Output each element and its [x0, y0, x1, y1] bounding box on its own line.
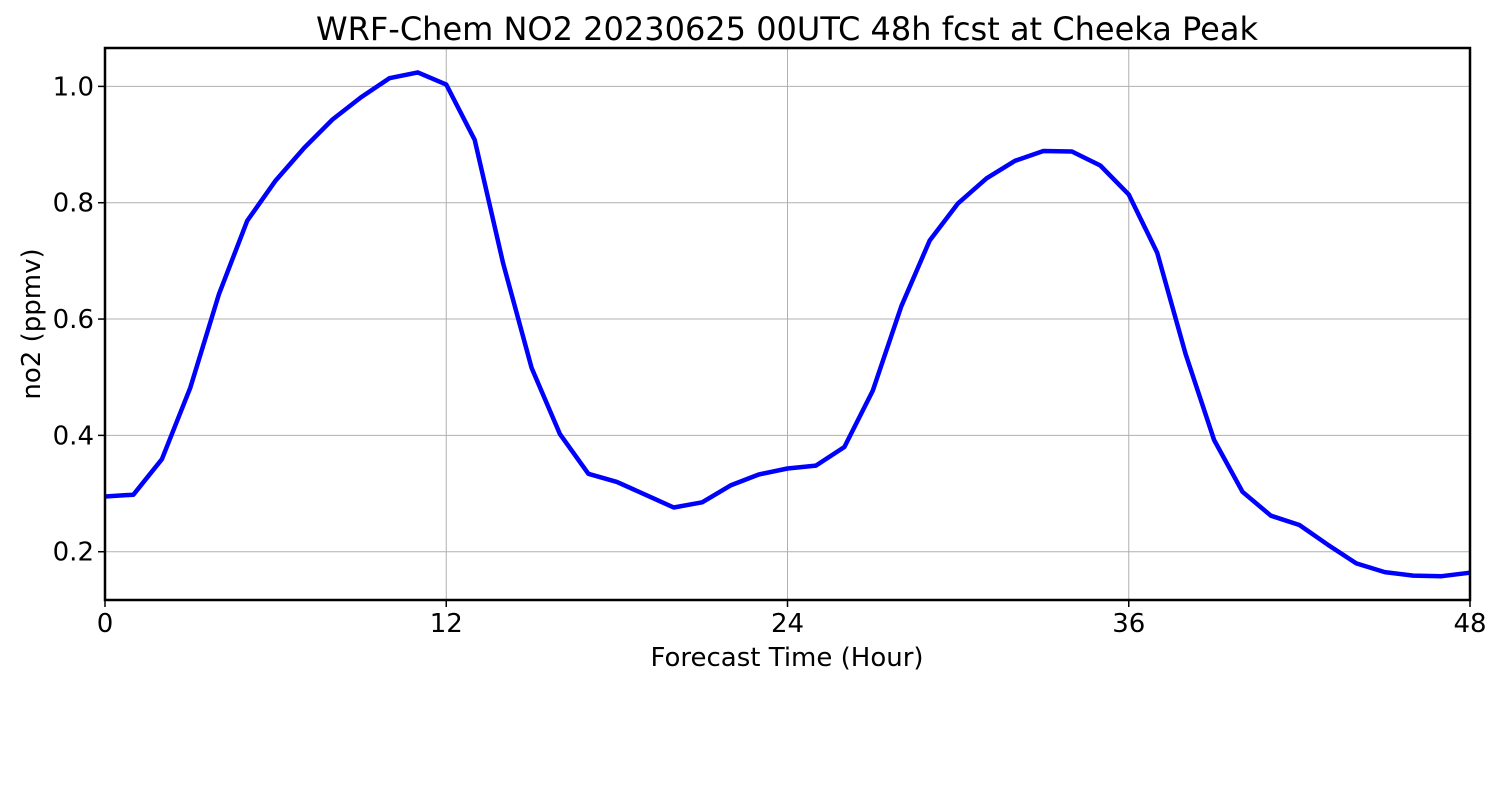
y-tick-label: 0.8: [53, 189, 94, 219]
y-axis-ticks: 0.2 0.4 0.6 0.8 1.0: [53, 72, 105, 568]
x-tick-label: 24: [771, 609, 804, 639]
x-axis-label: Forecast Time (Hour): [650, 643, 923, 673]
y-axis-label: no2 (ppmv): [17, 248, 47, 399]
y-tick-label: 0.2: [53, 538, 94, 568]
no2-series-line: [104, 70, 1471, 579]
x-tick-label: 36: [1112, 609, 1145, 639]
y-tick-label: 1.0: [53, 72, 94, 102]
x-axis-ticks: 0 12 24 36 48: [97, 600, 1487, 639]
x-tick-label: 48: [1453, 609, 1486, 639]
chart-title: WRF-Chem NO2 20230625 00UTC 48h fcst at …: [316, 10, 1258, 48]
x-tick-label: 0: [97, 609, 114, 639]
y-tick-label: 0.6: [53, 305, 94, 335]
y-tick-label: 0.4: [53, 421, 94, 451]
x-tick-label: 12: [430, 609, 463, 639]
